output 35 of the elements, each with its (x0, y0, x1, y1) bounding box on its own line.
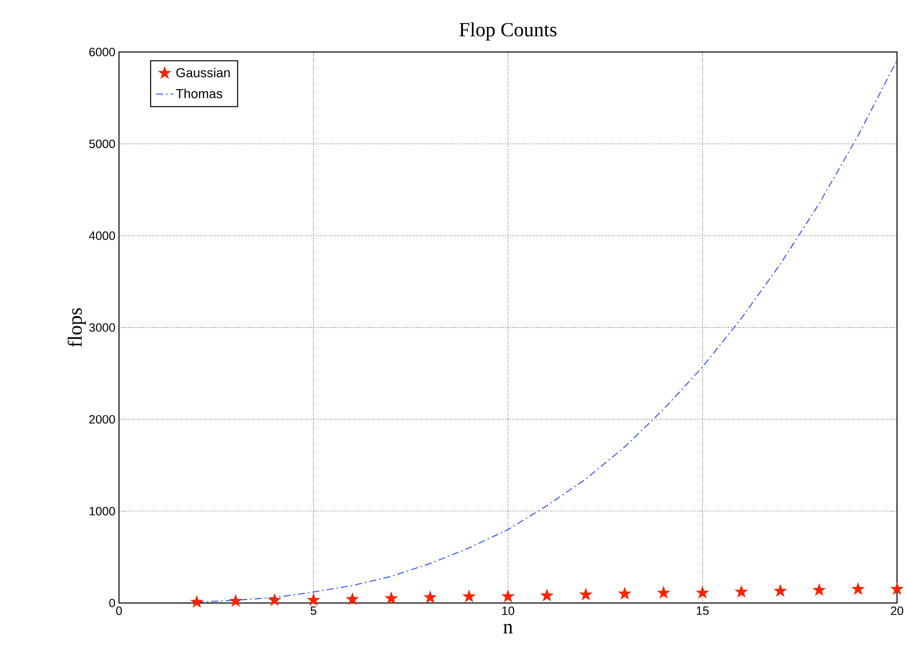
point (697, 587, 708, 598)
y-tick-label: 0 (109, 598, 116, 608)
point (346, 594, 358, 604)
point (580, 589, 592, 600)
point (269, 594, 280, 605)
point (230, 595, 242, 606)
y-axis-title: flops (68, 308, 86, 347)
x-tick-label: 5 (310, 606, 316, 615)
point (774, 585, 786, 596)
y-tick-label: 2000 (89, 415, 115, 424)
point (308, 594, 319, 605)
point (502, 590, 514, 602)
chart-title: Flop Counts (459, 22, 556, 40)
y-tick-label: 3000 (89, 323, 115, 332)
y-tick-label: 6000 (89, 48, 115, 56)
point (619, 588, 630, 599)
x-tick-label: 10 (502, 606, 514, 616)
point (424, 592, 436, 602)
x-tick-label: 20 (890, 606, 904, 616)
legend-label: Gaussian (176, 68, 230, 78)
point (736, 586, 747, 597)
legend-label: Thomas (176, 88, 222, 98)
point (191, 596, 202, 607)
point (814, 584, 825, 595)
y-tick-label: 1000 (90, 506, 115, 516)
point (852, 584, 864, 594)
x-tick-label: 15 (696, 606, 709, 615)
y-tick-label: 5000 (89, 140, 115, 148)
point (464, 590, 475, 602)
point (541, 590, 552, 600)
x-tick-label: 0 (116, 606, 122, 616)
x-axis-title: n (503, 624, 513, 634)
y-tick-label: 4000 (89, 231, 115, 240)
point (658, 587, 670, 598)
point (386, 592, 397, 604)
